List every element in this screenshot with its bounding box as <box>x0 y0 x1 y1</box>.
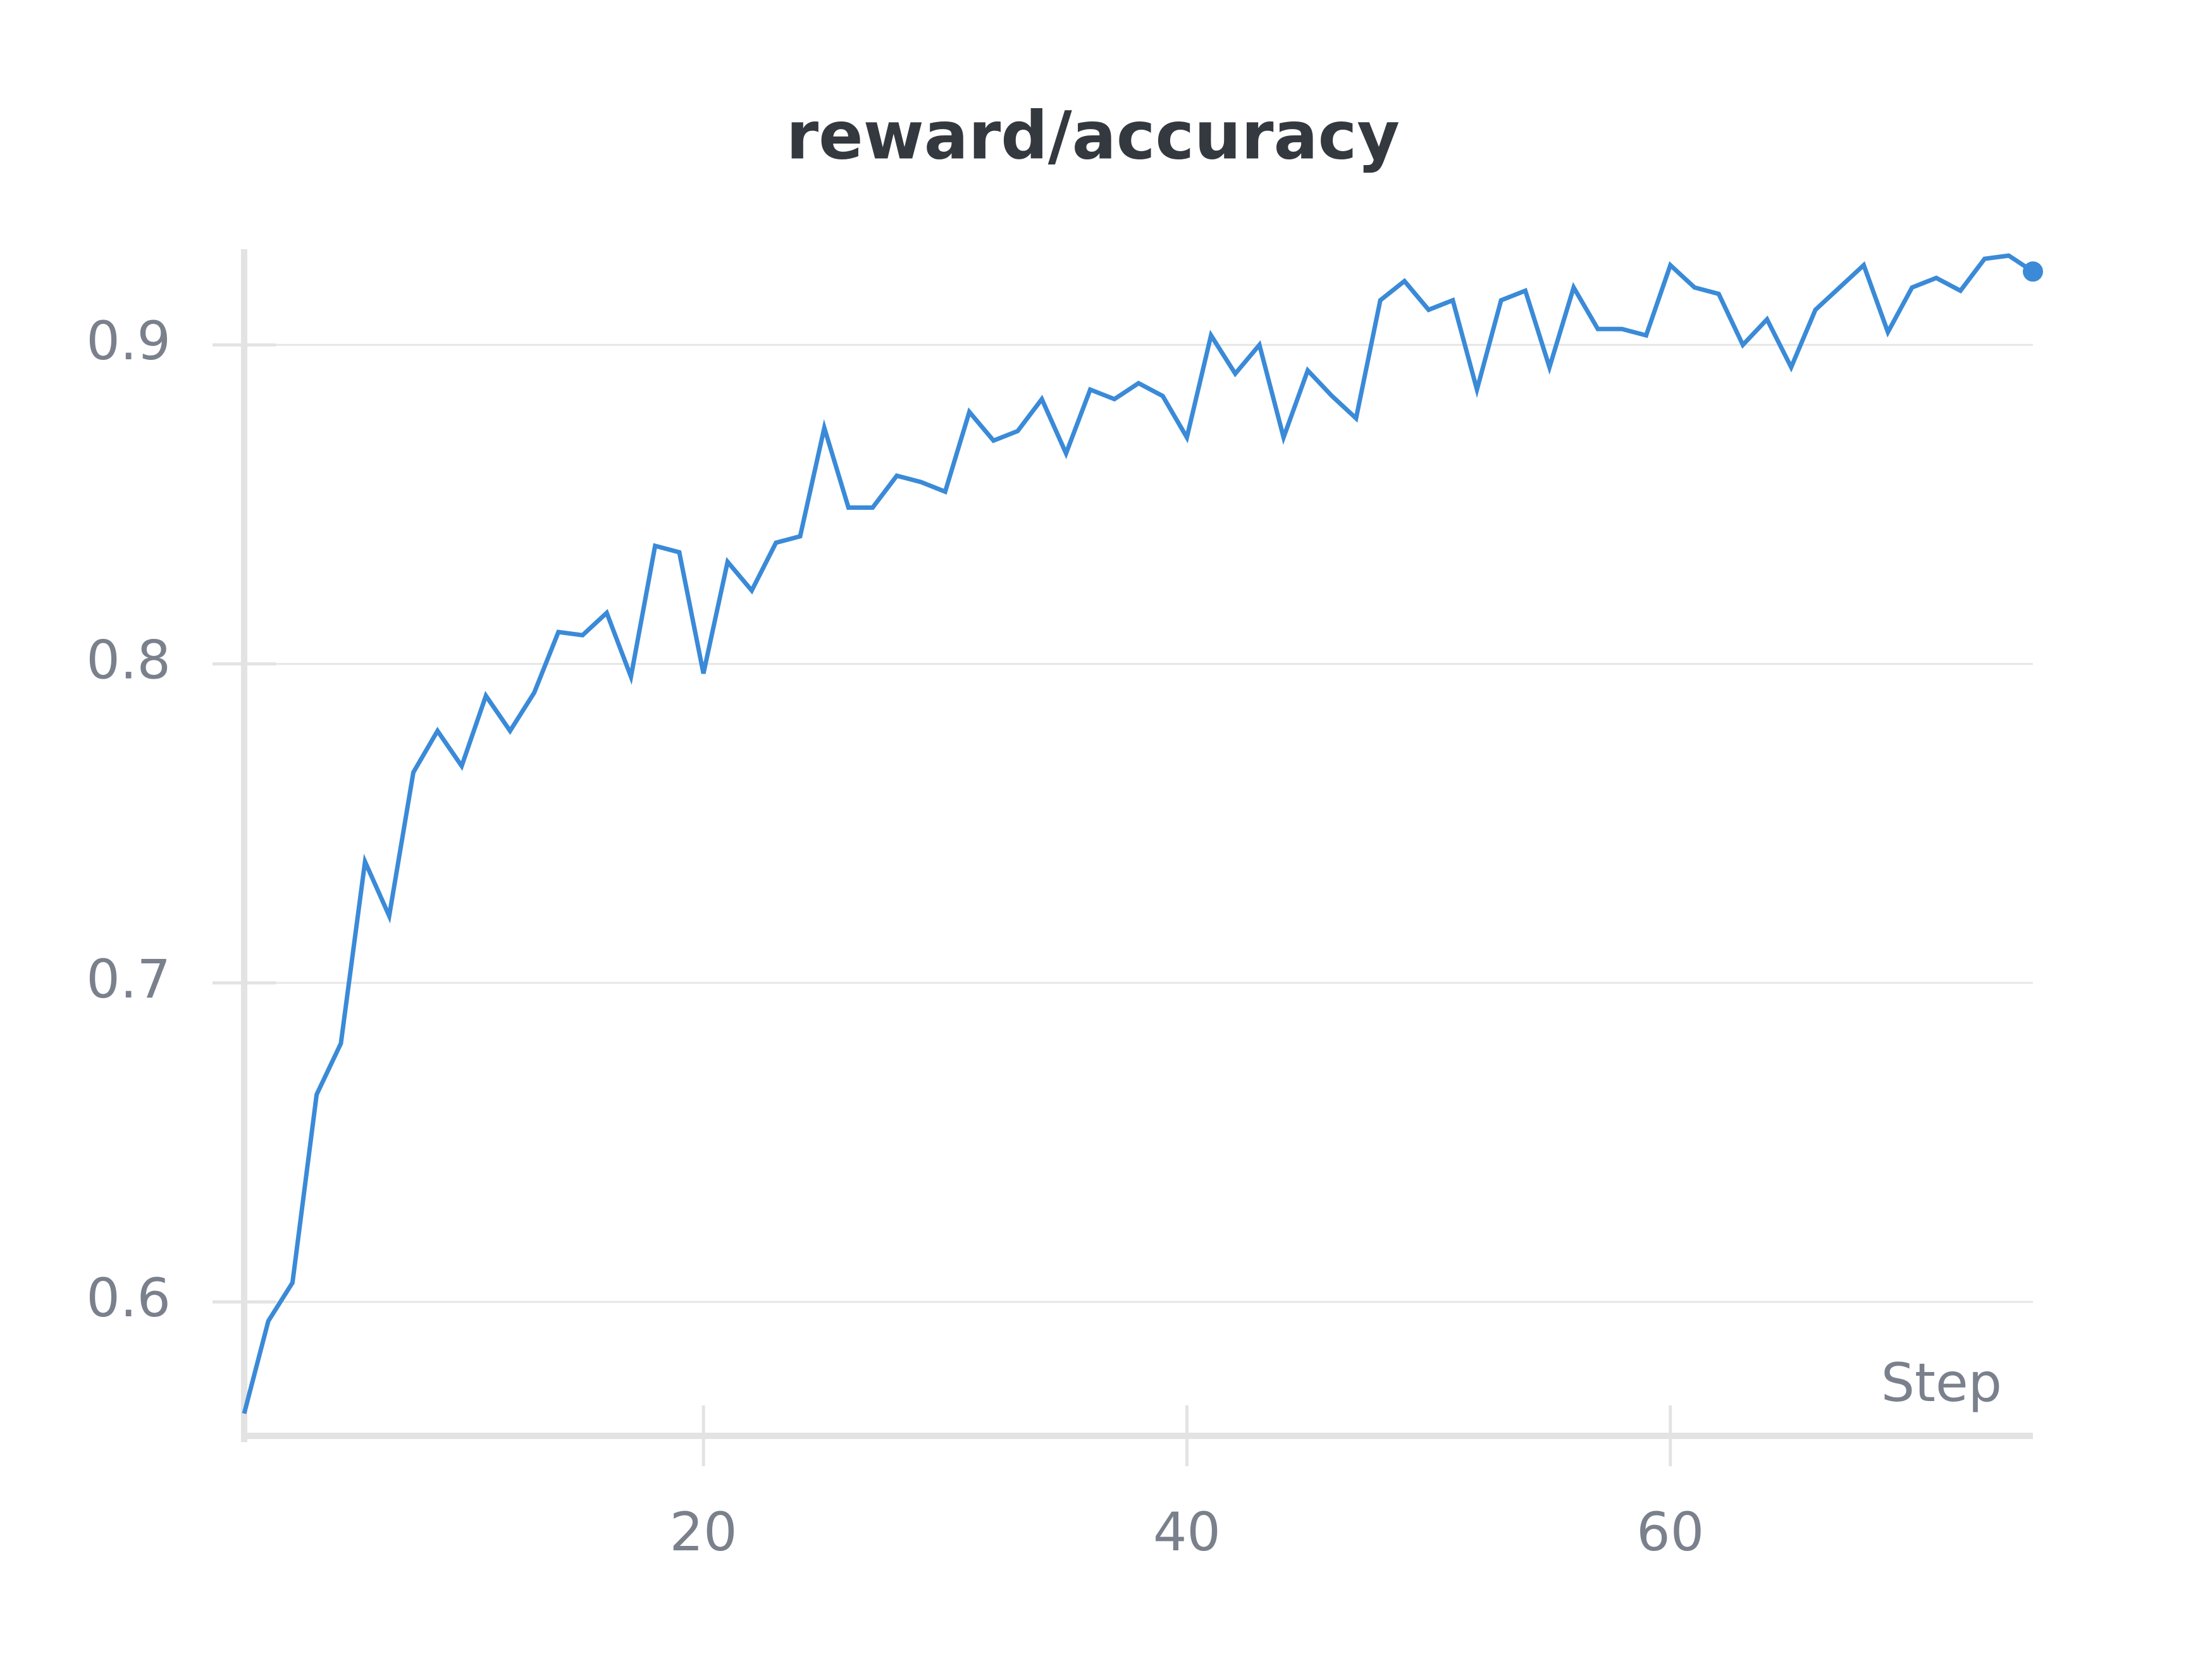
chart-title: reward/accuracy <box>786 97 1400 174</box>
y-tick-label: 0.6 <box>86 1267 171 1329</box>
y-tick-label: 0.7 <box>86 948 171 1010</box>
y-tick-label: 0.9 <box>86 310 171 372</box>
x-tick-label: 60 <box>1636 1501 1704 1563</box>
x-tick-label: 40 <box>1153 1501 1221 1563</box>
x-tick-label: 20 <box>670 1501 738 1563</box>
data-line <box>242 253 2034 1414</box>
x-axis-label: Step <box>1881 1352 2002 1414</box>
y-tick-label: 0.8 <box>86 629 171 691</box>
last-point <box>2023 261 2043 282</box>
